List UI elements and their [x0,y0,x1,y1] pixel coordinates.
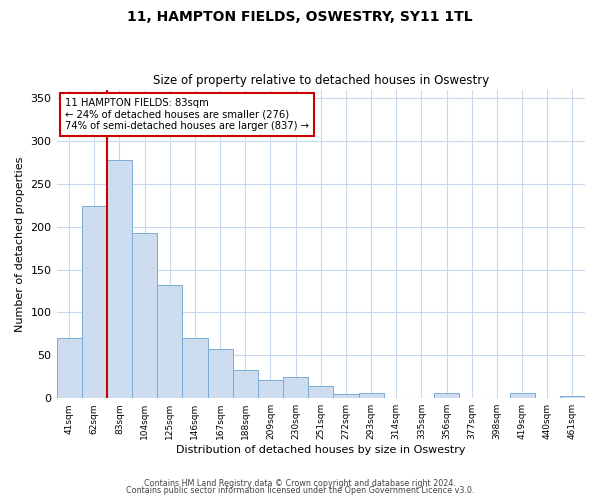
Bar [509,393,535,398]
Text: 11 HAMPTON FIELDS: 83sqm
← 24% of detached houses are smaller (276)
74% of semi-: 11 HAMPTON FIELDS: 83sqm ← 24% of detach… [65,98,310,132]
Bar [107,160,132,398]
Bar [132,232,157,398]
Text: Contains public sector information licensed under the Open Government Licence v3: Contains public sector information licen… [126,486,474,495]
Bar [560,396,585,398]
Bar [434,393,459,398]
Bar [308,386,334,398]
Bar [82,206,107,398]
Text: Contains HM Land Registry data © Crown copyright and database right 2024.: Contains HM Land Registry data © Crown c… [144,478,456,488]
Bar [208,350,233,398]
Bar [56,338,82,398]
Bar [334,394,359,398]
Title: Size of property relative to detached houses in Oswestry: Size of property relative to detached ho… [152,74,489,87]
Bar [233,370,258,398]
Bar [157,285,182,398]
Bar [283,377,308,398]
Y-axis label: Number of detached properties: Number of detached properties [15,156,25,332]
Bar [359,393,383,398]
Bar [182,338,208,398]
Text: 11, HAMPTON FIELDS, OSWESTRY, SY11 1TL: 11, HAMPTON FIELDS, OSWESTRY, SY11 1TL [127,10,473,24]
Bar [258,380,283,398]
X-axis label: Distribution of detached houses by size in Oswestry: Distribution of detached houses by size … [176,445,466,455]
